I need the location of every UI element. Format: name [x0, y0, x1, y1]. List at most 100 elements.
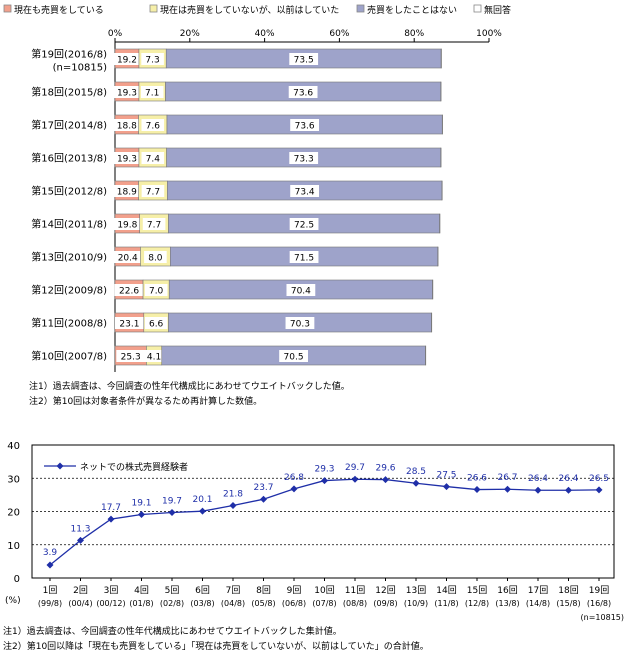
data-label: 25.3: [121, 353, 141, 363]
data-label-bg: [141, 152, 165, 164]
x-tick-label: 16回: [497, 585, 517, 596]
x-tick-label: 12回: [375, 585, 395, 596]
x-tick-label: 20%: [180, 29, 200, 39]
line-chart-series: 3.9 11.3 17.7 19.1 19.7 20.1 21.8 23.7 26.8 29.3 2…: [43, 463, 609, 569]
x-tick-date: (01/8): [129, 599, 153, 608]
data-label-bg: [142, 350, 166, 362]
x-tick-date: (00/4): [68, 599, 92, 608]
data-label: 19.3: [117, 89, 137, 99]
data-point-marker: [229, 502, 237, 510]
data-label: 73.3: [294, 155, 314, 165]
data-point-marker: [565, 486, 572, 494]
category-label: 第12回(2009/8): [31, 284, 107, 297]
x-tick-label: 19回: [589, 585, 609, 596]
data-label-bg: [141, 119, 165, 131]
y-tick-label: 30: [7, 474, 20, 485]
data-label-bg: [141, 53, 164, 65]
x-tick-label: 13回: [406, 585, 426, 596]
x-tick-date: (00/12): [96, 599, 125, 608]
data-label-bg: [285, 317, 315, 329]
data-label: 19.7: [162, 496, 182, 506]
data-point-marker: [412, 479, 420, 487]
category-label: 第16回(2013/8): [31, 152, 107, 165]
y-tick-label: 40: [7, 441, 20, 452]
data-label-bg: [144, 284, 168, 296]
footnote: 注1）過去調査は、今回調査の性年代構成比にあわせてウエイトバックした集計値。: [3, 625, 342, 637]
footnote: 注2）第10回は対象者条件が異なるため再計算した数値。: [29, 395, 262, 407]
x-tick-label: 100%: [476, 29, 502, 39]
data-label: 20.1: [192, 495, 212, 505]
x-tick-label: 1回: [43, 585, 58, 596]
data-label-bg: [114, 317, 144, 329]
data-label-bg: [112, 152, 142, 164]
line-chart-legend: ネットでの株式売買経験者: [44, 461, 188, 473]
data-label-bg: [144, 317, 168, 329]
x-tick-label: 4回: [134, 585, 149, 596]
legend-label: 現在も売買をしている: [14, 4, 104, 16]
x-tick-label: 10回: [314, 585, 334, 596]
data-label: 26.6: [467, 474, 487, 484]
data-label: 7.7: [146, 188, 160, 198]
data-point-marker: [290, 485, 298, 493]
data-label: 7.7: [147, 221, 161, 231]
data-point-marker: [473, 486, 481, 494]
data-label-bg: [141, 185, 165, 197]
data-label: 7.0: [149, 287, 164, 297]
data-point-marker: [595, 486, 603, 494]
data-label-bg: [112, 185, 142, 197]
data-point-marker: [504, 485, 511, 493]
data-label-bg: [142, 218, 166, 230]
footnote: 注1）過去調査は、今回調査の性年代構成比にあわせてウエイトバックした値。: [29, 380, 350, 392]
legend-swatch: [3, 4, 12, 13]
data-label: 26.8: [284, 473, 304, 483]
data-point-marker: [46, 561, 54, 569]
x-tick-label: 40%: [255, 29, 275, 39]
x-tick-label: 3回: [104, 585, 119, 596]
data-label: 26.4: [528, 474, 548, 484]
data-point-marker: [107, 515, 115, 523]
x-tick-date: (02/8): [160, 599, 184, 608]
y-tick-label: 0: [14, 574, 20, 585]
x-tick-label: 15回: [467, 585, 487, 596]
line-chart-frame: [31, 444, 615, 579]
data-label-bg: [112, 218, 142, 230]
x-tick-label: 8回: [256, 585, 271, 596]
data-label: 26.7: [497, 473, 517, 483]
data-point-marker: [443, 483, 450, 491]
data-label: 17.7: [101, 503, 121, 513]
data-label: 72.5: [294, 221, 314, 231]
x-tick-date: (14/8): [526, 599, 550, 608]
footnote: 注2）第10回以降は「現在も売買をしている」「現在は売買をしていないが、以前はし…: [3, 640, 429, 652]
data-label-bg: [288, 86, 318, 98]
data-label-bg: [113, 251, 143, 263]
category-label: 第19回(2016/8): [31, 48, 107, 61]
x-tick-date: (04/8): [221, 599, 245, 608]
x-tick-label: 18回: [558, 585, 578, 596]
data-point-marker: [321, 477, 328, 485]
data-label-bg: [112, 119, 142, 131]
data-label-bg: [289, 53, 319, 65]
line-chart-notes: 注1）過去調査は、今回調査の性年代構成比にあわせてウエイトバックした集計値。注2…: [3, 625, 429, 652]
category-label: 第17回(2014/8): [31, 119, 107, 132]
data-label-bg: [140, 86, 164, 98]
data-label: 19.1: [131, 498, 151, 508]
data-label: 73.6: [295, 122, 315, 132]
data-label-bg: [290, 185, 320, 197]
data-label: 7.3: [145, 56, 159, 66]
x-tick-date: (12/8): [465, 599, 489, 608]
data-label: 29.6: [375, 464, 395, 474]
x-tick-date: (16/8): [587, 599, 611, 608]
category-label: 第18回(2015/8): [31, 86, 107, 99]
x-tick-date: (06/8): [282, 599, 306, 608]
data-point-marker: [199, 507, 206, 515]
x-tick-label: 17回: [528, 585, 548, 596]
data-label: 4.1: [147, 353, 161, 363]
bar-chart-notes: 注1）過去調査は、今回調査の性年代構成比にあわせてウエイトバックした値。注2）第…: [29, 380, 350, 407]
x-tick-label: 11回: [345, 585, 365, 596]
data-label: 19.3: [117, 155, 137, 165]
data-label: 28.5: [406, 467, 426, 477]
x-tick-date: (13/8): [495, 599, 519, 608]
data-label: 70.3: [290, 320, 310, 330]
legend-label: 売買をしたことはない: [367, 4, 457, 16]
